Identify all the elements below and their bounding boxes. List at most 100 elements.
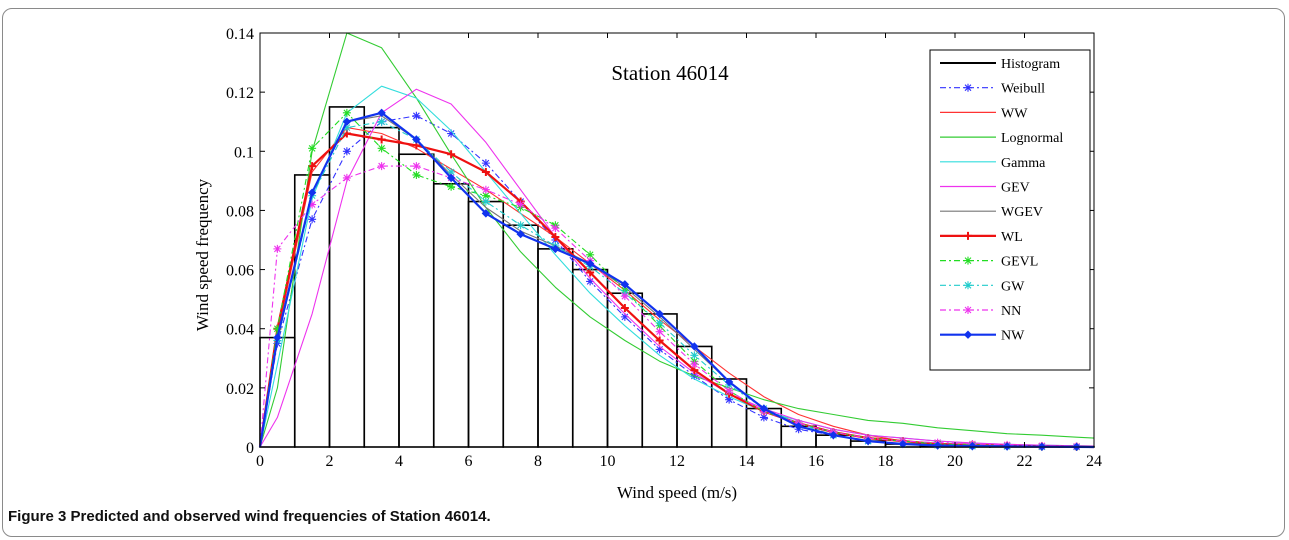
legend-label: GEV <box>1001 181 1030 196</box>
series-marker <box>690 342 699 351</box>
series-gev <box>259 88 1095 448</box>
series-marker <box>586 277 595 286</box>
histogram-bar <box>571 268 609 448</box>
series-marker <box>377 135 386 144</box>
legend-item-histogram: Histogram <box>940 57 1060 72</box>
series-marker <box>412 170 421 179</box>
series-marker <box>342 123 351 132</box>
legend-label: Lognormal <box>1001 131 1063 146</box>
series-marker <box>447 182 456 191</box>
x-tick-label: 8 <box>534 453 542 470</box>
series-line <box>258 111 1095 449</box>
series-marker <box>412 135 421 144</box>
legend-label: NN <box>1001 304 1021 319</box>
y-tick-label: 0.14 <box>226 26 254 43</box>
legend-item-weibull: Weibull <box>940 82 1045 97</box>
x-tick-label: 2 <box>326 453 334 470</box>
series-marker <box>447 129 456 138</box>
series-marker <box>447 167 456 176</box>
series-marker <box>759 413 768 422</box>
series-nw <box>258 108 1095 452</box>
series-marker <box>481 167 490 176</box>
histogram-bar <box>502 224 539 448</box>
x-tick-label: 0 <box>256 453 264 470</box>
series-marker <box>968 441 977 451</box>
legend-item-gamma: Gamma <box>940 156 1046 171</box>
x-tick-label: 10 <box>600 453 616 470</box>
series-marker <box>655 318 664 327</box>
series-marker <box>963 330 973 339</box>
series-marker <box>620 292 629 301</box>
chart-title: Station 46014 <box>611 61 729 85</box>
series-marker <box>551 224 560 233</box>
series-marker <box>308 162 317 171</box>
x-tick-label: 18 <box>878 453 894 470</box>
legend-item-gw: GW <box>940 279 1025 294</box>
series-marker <box>447 150 456 159</box>
x-tick-label: 14 <box>739 453 755 470</box>
series-marker <box>1002 442 1012 451</box>
x-tick-label: 4 <box>395 453 403 470</box>
histogram-bar <box>398 153 435 448</box>
series-marker <box>481 197 490 206</box>
legend-label: NW <box>1001 329 1025 344</box>
series-marker <box>964 306 972 314</box>
legend-label: WL <box>1001 230 1023 245</box>
x-tick-label: 12 <box>669 453 685 470</box>
series-marker <box>759 404 769 413</box>
y-tick-label: 0.12 <box>226 85 254 102</box>
series-marker <box>794 422 803 431</box>
y-tick-label: 0.1 <box>234 144 254 161</box>
series-marker <box>342 173 351 182</box>
series-marker <box>273 244 282 253</box>
series-marker <box>898 439 908 449</box>
series-marker <box>516 229 525 239</box>
series-marker <box>342 108 351 117</box>
legend: Histogram Weibull WW Lognormal Gamma GEV WGEV W… <box>929 49 1091 371</box>
legend-item-nw: NW <box>940 329 1025 344</box>
series-marker <box>655 327 664 336</box>
series-line <box>259 88 1095 448</box>
series-line <box>259 165 1095 448</box>
y-tick-label: 0 <box>246 440 254 457</box>
legend-label: WGEV <box>1001 205 1043 220</box>
legend-box <box>929 49 1091 371</box>
legend-label: GEVL <box>1001 255 1038 270</box>
y-axis-label: Wind speed frequency <box>193 178 212 331</box>
legend-item-nn: NN <box>940 304 1021 319</box>
legend-item-lognormal: Lognormal <box>940 131 1063 146</box>
y-tick-label: 0.06 <box>226 263 254 280</box>
legend-item-wgev: WGEV <box>940 205 1043 220</box>
series-lognormal <box>259 32 1095 448</box>
series-layer <box>258 32 1095 452</box>
y-tick-label: 0.04 <box>226 322 254 339</box>
histogram-bar <box>537 248 574 448</box>
series-marker <box>481 209 491 218</box>
series-marker <box>412 162 421 171</box>
series-marker <box>690 360 699 369</box>
legend-item-gev: GEV <box>940 181 1030 196</box>
x-tick-label: 24 <box>1086 453 1102 470</box>
legend-item-ww: WW <box>940 106 1028 121</box>
series-line <box>259 115 1095 448</box>
series-marker <box>377 162 386 171</box>
series-marker <box>308 144 317 153</box>
histogram-bar <box>467 200 505 448</box>
series-marker <box>620 280 630 289</box>
series-marker <box>964 281 972 290</box>
series-marker <box>690 351 699 360</box>
legend-item-gevl: GEVL <box>940 255 1038 270</box>
series-marker <box>863 436 873 446</box>
histogram-bar <box>363 126 400 448</box>
x-axis-label: Wind speed (m/s) <box>617 483 737 502</box>
x-tick-label: 22 <box>1017 453 1033 470</box>
series-marker <box>481 191 490 200</box>
series-marker <box>377 108 386 118</box>
series-marker <box>377 117 386 126</box>
series-marker <box>829 430 838 440</box>
legend-item-wl: WL <box>940 230 1023 245</box>
series-marker <box>725 386 734 395</box>
series-marker <box>655 345 664 354</box>
series-marker <box>412 111 421 120</box>
